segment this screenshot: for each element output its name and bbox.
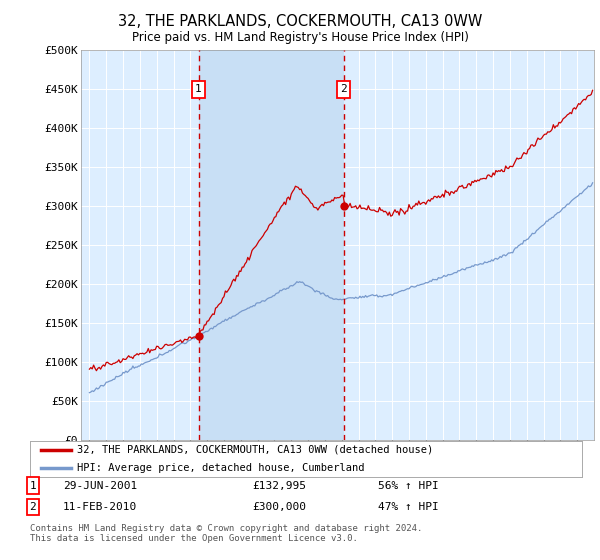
Text: 11-FEB-2010: 11-FEB-2010 — [63, 502, 137, 512]
Text: £132,995: £132,995 — [252, 480, 306, 491]
Text: £300,000: £300,000 — [252, 502, 306, 512]
Text: 56% ↑ HPI: 56% ↑ HPI — [378, 480, 439, 491]
Text: Contains HM Land Registry data © Crown copyright and database right 2024.
This d: Contains HM Land Registry data © Crown c… — [30, 524, 422, 543]
Text: HPI: Average price, detached house, Cumberland: HPI: Average price, detached house, Cumb… — [77, 463, 364, 473]
Text: 47% ↑ HPI: 47% ↑ HPI — [378, 502, 439, 512]
Text: 32, THE PARKLANDS, COCKERMOUTH, CA13 0WW (detached house): 32, THE PARKLANDS, COCKERMOUTH, CA13 0WW… — [77, 445, 433, 455]
Text: Price paid vs. HM Land Registry's House Price Index (HPI): Price paid vs. HM Land Registry's House … — [131, 31, 469, 44]
Text: 1: 1 — [195, 85, 202, 94]
Text: 2: 2 — [29, 502, 37, 512]
Text: 29-JUN-2001: 29-JUN-2001 — [63, 480, 137, 491]
Text: 1: 1 — [29, 480, 37, 491]
Bar — [199, 50, 344, 440]
Text: 2: 2 — [340, 85, 347, 94]
Text: 32, THE PARKLANDS, COCKERMOUTH, CA13 0WW: 32, THE PARKLANDS, COCKERMOUTH, CA13 0WW — [118, 14, 482, 29]
